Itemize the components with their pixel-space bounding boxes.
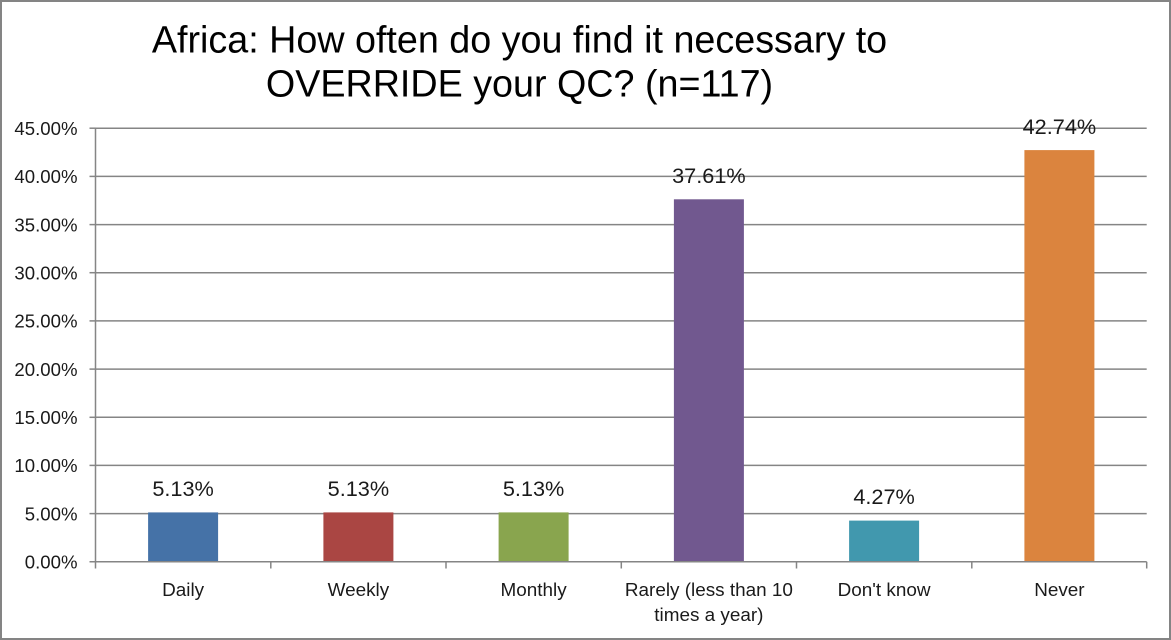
svg-text:25.00%: 25.00% bbox=[14, 311, 77, 332]
svg-text:Never: Never bbox=[1034, 580, 1084, 601]
svg-text:40.00%: 40.00% bbox=[14, 166, 77, 187]
svg-text:10.00%: 10.00% bbox=[14, 455, 77, 476]
svg-text:5.13%: 5.13% bbox=[503, 476, 565, 501]
svg-text:42.74%: 42.74% bbox=[1023, 114, 1097, 139]
svg-text:Weekly: Weekly bbox=[328, 580, 390, 601]
svg-text:Rarely (less than 10: Rarely (less than 10 bbox=[625, 580, 793, 601]
svg-text:37.61%: 37.61% bbox=[672, 163, 746, 188]
svg-text:Africa: How often do you find: Africa: How often do you find it necessa… bbox=[152, 19, 887, 61]
svg-text:Don't know: Don't know bbox=[838, 580, 931, 601]
svg-text:Daily: Daily bbox=[162, 580, 205, 601]
svg-text:5.00%: 5.00% bbox=[25, 503, 78, 524]
svg-text:0.00%: 0.00% bbox=[25, 552, 78, 573]
svg-text:15.00%: 15.00% bbox=[14, 407, 77, 428]
svg-text:35.00%: 35.00% bbox=[14, 214, 77, 235]
svg-text:OVERRIDE your QC? (n=117): OVERRIDE your QC? (n=117) bbox=[266, 62, 773, 104]
svg-text:4.27%: 4.27% bbox=[853, 484, 915, 509]
svg-text:45.00%: 45.00% bbox=[14, 118, 77, 139]
svg-text:5.13%: 5.13% bbox=[328, 476, 390, 501]
svg-text:20.00%: 20.00% bbox=[14, 359, 77, 380]
svg-text:30.00%: 30.00% bbox=[14, 263, 77, 284]
svg-text:Monthly: Monthly bbox=[501, 580, 568, 601]
svg-text:5.13%: 5.13% bbox=[152, 476, 214, 501]
svg-text:times a year): times a year) bbox=[654, 605, 763, 626]
